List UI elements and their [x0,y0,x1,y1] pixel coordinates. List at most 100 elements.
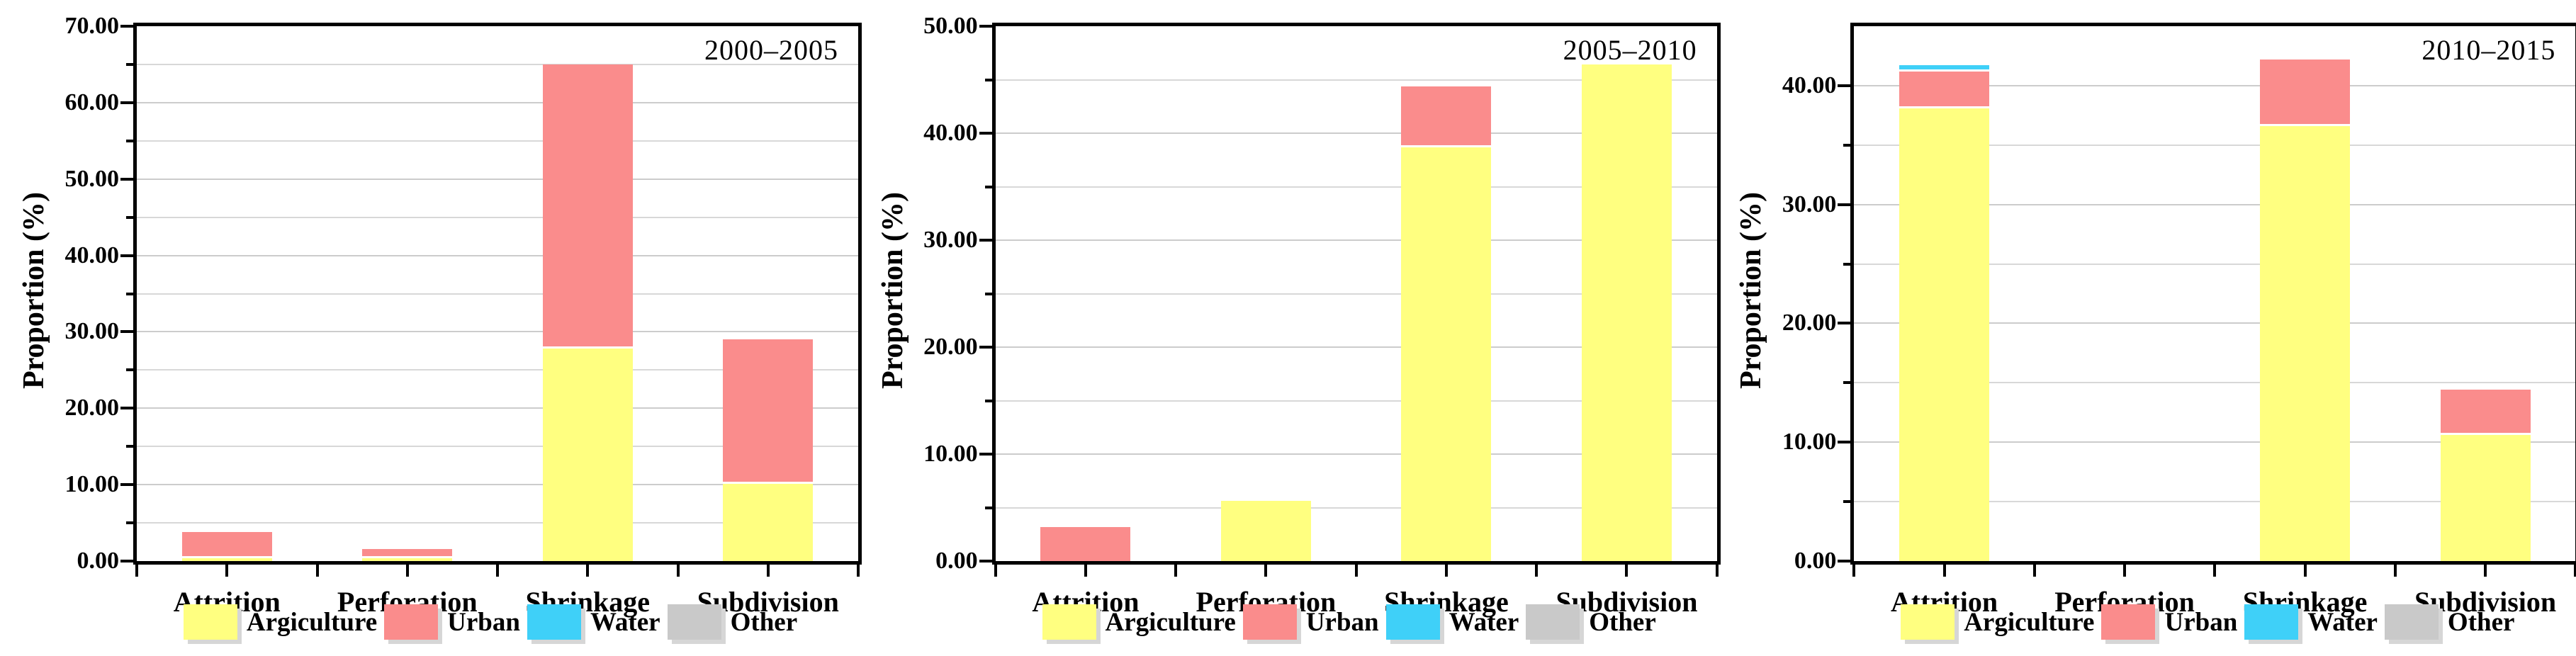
y-axis-minor-tick [984,399,992,402]
gridline-50 [137,178,858,180]
y-axis-minor-tick [984,506,992,509]
y-axis-tick-label: 60.00 [64,89,120,115]
bar-segment-urban [1040,526,1131,561]
y-axis-major-tick [979,453,992,456]
gridline-55 [137,140,858,142]
x-axis-tick [1852,565,1856,577]
legend-item-other: Other [1526,604,1656,640]
y-axis-minor-tick [1843,262,1851,266]
gridline-10 [137,484,858,486]
y-axis-tick-label: 30.00 [64,318,120,345]
y-axis-major-tick [979,25,992,28]
y-axis-major-tick [1838,84,1851,87]
x-axis-tick [2213,565,2217,577]
bar-segment-urban [181,532,272,558]
legend-swatch-argiculture [1901,604,1955,640]
gridline-45 [995,79,1717,81]
gridline-30 [137,331,858,333]
bar-segment-urban [723,339,814,485]
y-axis-minor-tick [126,445,133,448]
gridline-40 [995,132,1717,134]
legend-label: Argiculture [246,607,378,637]
y-axis-major-tick [120,177,133,181]
gridline-5 [995,507,1717,509]
bar-segment-argiculture [723,484,814,561]
gridline-40 [137,254,858,256]
plot-area: 0.00 10.00 20.00 30.00 40.00 50.00 60.00 70.00 A… [65,14,862,618]
y-axis-minor-tick [126,368,133,372]
x-axis-tick [1942,565,1946,577]
gridline-5 [1854,501,2576,503]
y-axis-minor-tick [984,292,992,295]
y-axis-minor-tick [126,215,133,219]
x-axis-tick [225,565,229,577]
legend: Argiculture Urban Water Other [1850,604,2572,640]
y-axis-major-tick [120,407,133,410]
y-axis-tick-label: 40.00 [923,120,978,146]
legend-label: Water [2307,607,2378,637]
gridline-20 [1854,322,2576,324]
y-axis-tick-label: 50.00 [64,165,120,192]
bar-segment-urban [1899,71,1990,108]
x-axis-tick [135,565,138,577]
bar-segment-urban [542,64,633,349]
legend-swatch-argiculture [1042,604,1096,640]
bar-attrition [1040,526,1131,561]
gridline-10 [995,453,1717,455]
y-axis-tick-label: 0.00 [935,548,978,574]
gridline-25 [137,369,858,371]
y-axis-tick-label: 10.00 [923,441,978,467]
legend-item-urban: Urban [384,604,520,640]
bar-segment-argiculture [362,558,453,561]
x-axis-tick [1264,565,1268,577]
gridline-10 [1854,441,2576,443]
bar-shrinkage [1401,86,1492,561]
gridline-25 [995,293,1717,295]
legend-item-water: Water [1385,604,1519,640]
legend-item-other: Other [667,604,798,640]
x-axis-tick [676,565,680,577]
y-axis-major-tick [120,101,133,104]
y-axis-tick-label: 20.00 [64,395,120,422]
legend-swatch-other [1526,604,1580,640]
bar-segment-argiculture [542,349,633,561]
bar-segment-water [1899,65,1990,72]
plot-area: 0.00 10.00 20.00 30.00 40.00 Attrition Perfora… [1782,23,2576,618]
x-axis-tick [586,565,590,577]
legend-item-argiculture: Argiculture [183,604,378,640]
bar-segment-argiculture [1899,108,1990,561]
y-axis-tick-label: 0.00 [1794,548,1837,574]
legend-item-urban: Urban [1242,604,1379,640]
x-axis-tick [2303,565,2307,577]
legend: Argiculture Urban Water Other [133,604,855,640]
period-label: 2010–2015 [2422,34,2556,66]
y-axis-major-tick [120,483,133,487]
bar-segment-urban [2260,59,2351,126]
x-axis-tick [315,565,319,577]
y-axis-major-tick [979,239,992,242]
legend-label: Water [1449,607,1519,637]
bar-segment-argiculture [1220,501,1311,561]
y-axis-minor-tick [126,292,133,295]
bar-shrinkage [2260,59,2351,561]
gridline-65 [137,63,858,65]
y-axis-tick-label: 30.00 [923,227,978,253]
y-axis-tick-label: 10.00 [64,471,120,498]
gridline-15 [1854,382,2576,384]
x-axis-tick [994,565,997,577]
legend-label: Urban [1305,607,1379,637]
gridline-20 [995,346,1717,348]
bar-subdivision [1581,64,1672,561]
legend-swatch-argiculture [183,604,237,640]
gridline-30 [995,239,1717,241]
bar-perforation [1220,501,1311,561]
bar-attrition [1899,65,1990,561]
y-axis-tick-label: 40.00 [64,242,120,268]
bar-segment-argiculture [2440,435,2531,561]
bar-segment-argiculture [181,558,272,561]
gridline-35 [1854,144,2576,146]
x-axis-tick [2484,565,2487,577]
legend-label: Other [730,607,798,637]
legend-item-water: Water [2244,604,2378,640]
bar-perforation [362,548,453,561]
